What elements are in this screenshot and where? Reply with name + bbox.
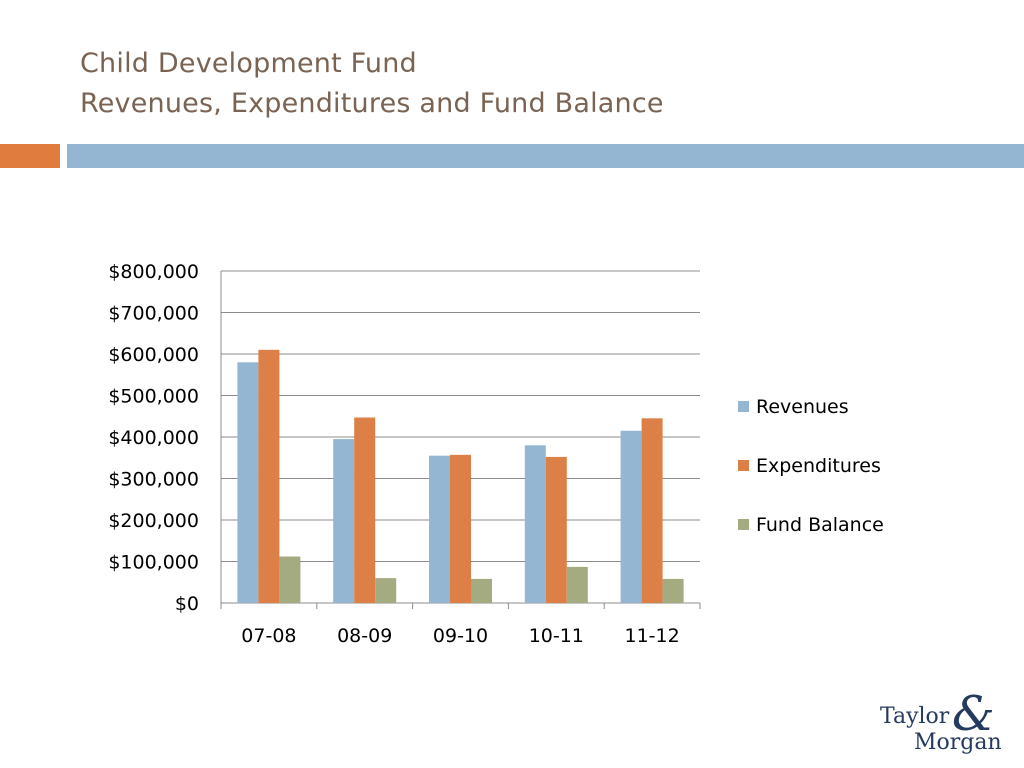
bar-revenues: [524, 445, 546, 603]
bar-expenditures: [545, 456, 567, 603]
x-tick-label: 11-12: [624, 625, 679, 647]
y-tick-label: $500,000: [108, 386, 199, 408]
legend-swatch: [738, 460, 749, 471]
slide-title-line2: Revenues, Expenditures and Fund Balance: [80, 88, 664, 119]
y-tick-label: $200,000: [108, 510, 199, 532]
legend-swatch: [738, 401, 749, 412]
y-tick-label: $800,000: [108, 261, 199, 283]
legend-label: Revenues: [756, 396, 849, 418]
y-tick-label: $300,000: [108, 469, 199, 491]
bar-expenditures: [641, 418, 663, 603]
x-tick-label: 10-11: [529, 625, 584, 647]
y-tick-label: $700,000: [108, 303, 199, 325]
bar-fund-balance: [566, 566, 588, 603]
x-tick-label: 09-10: [433, 625, 488, 647]
legend-label: Expenditures: [756, 455, 881, 477]
bar-fund-balance: [279, 556, 301, 603]
taylor-morgan-logo: Taylor & Morgan: [878, 690, 1018, 760]
legend-swatch: [738, 519, 749, 530]
bar-fund-balance: [662, 578, 684, 603]
x-tick-label: 08-09: [337, 625, 392, 647]
y-tick-label: $400,000: [108, 427, 199, 449]
bar-revenues: [237, 362, 259, 603]
logo-ampersand: &: [952, 686, 995, 742]
y-tick-label: $100,000: [108, 552, 199, 574]
bar-revenues: [333, 439, 355, 603]
logo-text-morgan: Morgan: [914, 730, 1002, 755]
y-tick-label: $600,000: [108, 344, 199, 366]
slide-title-line1: Child Development Fund: [80, 48, 417, 79]
bar-expenditures: [354, 417, 376, 603]
accent-bar-blue: [67, 144, 1024, 168]
bar-fund-balance: [375, 578, 397, 603]
legend-label: Fund Balance: [756, 514, 884, 536]
logo-text-taylor: Taylor: [880, 704, 950, 729]
y-tick-label: $0: [175, 593, 199, 615]
bar-expenditures: [258, 349, 280, 603]
bar-fund-balance: [471, 578, 492, 603]
slide-title: Child Development Fund Revenues, Expendi…: [80, 44, 664, 124]
bar-revenues: [620, 430, 642, 603]
accent-bar-orange: [0, 144, 60, 168]
bar-expenditures: [450, 454, 471, 603]
bar-revenues: [429, 455, 450, 603]
x-tick-label: 07-08: [241, 625, 296, 647]
